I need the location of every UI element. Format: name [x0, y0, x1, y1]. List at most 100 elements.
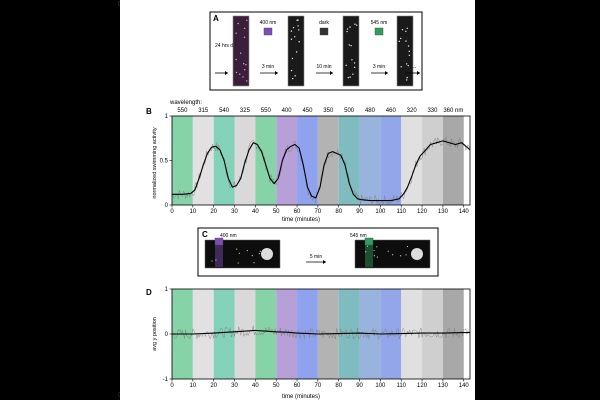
step-4-arrow-label: 3 min: [373, 64, 385, 70]
step-arrowhead-4: [417, 71, 420, 75]
ellipsis: ...: [411, 64, 416, 70]
tank-left-larva-3: [264, 252, 267, 254]
panel-a: A 24 hrs dark 3 min 3 min 10 min 400 nm …: [209, 11, 423, 91]
panel-d-label: D: [146, 288, 152, 297]
d-xtick-label-9: 90: [356, 383, 363, 389]
tank-left-larva-1: [251, 255, 253, 257]
b-band-8: [338, 116, 360, 205]
tank-right-beam: [365, 245, 373, 267]
b-wavelength-1: 315: [198, 108, 209, 114]
larva-2-1: [352, 73, 354, 75]
larva-3-6: [401, 28, 404, 31]
larva-3-4: [405, 40, 407, 42]
d-xtick-label-13: 130: [438, 383, 449, 389]
b-wavelength-7: 350: [323, 108, 334, 114]
larva-1-0: [297, 25, 299, 27]
b-band-7: [317, 116, 339, 205]
panel-d: D 0 10 20 30 40 50 60 70 80 90 100 110 120 130 140-101…: [146, 287, 471, 400]
larva-2-8: [346, 30, 348, 33]
tank-left-larva-9: [253, 262, 255, 264]
larva-0-8: [242, 76, 244, 78]
d-band-12: [422, 289, 443, 379]
cuvette-3: [396, 15, 414, 87]
b-x-axis-label: time (minutes): [282, 217, 320, 223]
larva-1-13: [292, 77, 294, 80]
larva-2-11: [353, 62, 356, 64]
b-xtick-label-10: 100: [375, 209, 386, 215]
d-y-axis-label: avg y position: [152, 317, 158, 351]
larva-2-12: [345, 64, 347, 67]
step-arrowhead-2: [330, 71, 333, 75]
larva-0-0: [245, 64, 247, 66]
larva-3-13: [405, 30, 407, 33]
larva-0-1: [239, 73, 241, 75]
larva-1-8: [298, 41, 300, 43]
b-band-4: [255, 116, 277, 205]
tank-left-larva-10: [211, 260, 213, 262]
b-xtick-label-2: 20: [210, 209, 217, 215]
larva-2-9: [350, 44, 352, 47]
b-wavelength-8: 500: [344, 108, 355, 114]
b-wavelength-5: 400: [282, 108, 293, 114]
tank-left-larva-2: [215, 259, 217, 261]
panel-c-arrow-label: 5 min: [310, 254, 322, 260]
tank-left-larva-4: [258, 252, 261, 255]
larva-2-0: [348, 44, 350, 46]
d-band-4: [255, 289, 277, 379]
larva-1-6: [294, 75, 296, 77]
larva-3-7: [399, 37, 402, 40]
tank-right-larva-2: [387, 250, 389, 252]
larva-3-12: [407, 45, 410, 47]
figure-svg: A 24 hrs dark 3 min 3 min 10 min 400 nm …: [146, 11, 471, 400]
larva-2-7: [349, 76, 351, 78]
tank-left-larva-5: [246, 249, 248, 252]
d-xtick-label-3: 30: [231, 383, 238, 389]
tank-right-reflection: [411, 248, 423, 260]
tank-right-larva-1: [406, 245, 409, 248]
d-xtick-label-11: 110: [396, 383, 406, 389]
b-wavelength-0: 550: [177, 108, 188, 114]
b-wavelength-12: 330: [427, 108, 438, 114]
tank-right-larva-11: [373, 249, 375, 252]
larva-2-4: [354, 23, 356, 25]
tank-right-larva-6: [392, 254, 394, 256]
b-xtick-label-9: 90: [356, 209, 363, 215]
b-xtick-label-11: 110: [396, 209, 406, 215]
tank-right-larva-4: [365, 251, 367, 253]
larva-2-2: [346, 28, 349, 30]
b-y-axis-label: normalized swimming activity: [152, 127, 158, 198]
b-band-6: [297, 116, 318, 205]
b-wavelength-2: 540: [219, 108, 230, 114]
panel-b-label: B: [146, 107, 152, 116]
b-xtick-label-4: 40: [252, 209, 259, 215]
b-wavelength-11: 320: [407, 108, 418, 114]
larva-2-10: [353, 66, 356, 69]
larva-0-7: [243, 36, 246, 39]
tank-left-larva-11: [267, 248, 270, 250]
larva-1-7: [295, 51, 298, 53]
tank-left-reflection: [261, 248, 273, 260]
tank-right-larva-9: [373, 255, 376, 257]
d-ytick-label-2: 1: [165, 287, 169, 293]
b-wavelength-3: 325: [240, 108, 251, 114]
tank-left-beam: [215, 245, 223, 267]
step-3-light-label: dark: [319, 20, 329, 26]
b-wavelength-13: 360 nm: [443, 108, 463, 114]
d-xtick-label-1: 10: [189, 383, 196, 389]
tank-right-larva-5: [376, 256, 378, 258]
b-xtick-label-7: 70: [315, 209, 322, 215]
cuvette-1: [287, 15, 305, 87]
step-2-arrow-label: 3 min: [262, 64, 274, 70]
larva-1-4: [291, 57, 294, 60]
d-mean-line: [172, 329, 470, 335]
larva-1-10: [290, 30, 293, 32]
light-cube-2: [319, 27, 329, 36]
larva-1-9: [292, 26, 295, 29]
step-2-light-label: 400 nm: [260, 20, 277, 26]
panel-c-right-light: 545 nm: [350, 233, 367, 239]
figure-page: A 24 hrs dark 3 min 3 min 10 min 400 nm …: [120, 0, 475, 400]
larva-3-8: [406, 63, 408, 65]
d-xtick-label-2: 20: [210, 383, 217, 389]
panel-a-label: A: [213, 14, 219, 23]
larva-2-3: [355, 24, 358, 26]
